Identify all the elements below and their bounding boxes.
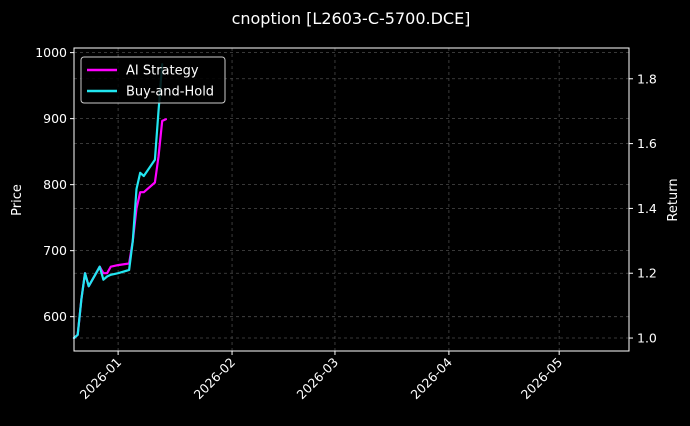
y-left-tick: 700 (43, 243, 74, 258)
x-axis: 2026-01 2026-02 2026-03 2026-04 2026-05 (77, 351, 566, 403)
legend-label-0: AI Strategy (126, 64, 199, 79)
y-left-tick-label: 600 (43, 309, 67, 324)
y-left-tick-label: 1000 (35, 45, 67, 60)
y-left-tick-label: 900 (43, 111, 67, 126)
y-right-tick: 1.6 (629, 136, 657, 151)
y-left-tick: 600 (43, 309, 74, 324)
y-right-tick-label: 1.2 (637, 266, 657, 281)
y-left-tick: 900 (43, 111, 74, 126)
series-group (72, 63, 167, 340)
x-tick-label: 2026-03 (294, 355, 342, 403)
x-tick-label: 2026-01 (77, 355, 125, 403)
y-left-tick-label: 800 (43, 177, 67, 192)
y-left-tick: 1000 (35, 45, 74, 60)
y-right-tick-label: 1.6 (637, 136, 657, 151)
x-tick: 2026-01 (77, 351, 125, 403)
series-line-0 (72, 118, 167, 340)
series-line-1 (72, 63, 164, 340)
x-tick: 2026-04 (407, 351, 455, 402)
grid (74, 48, 629, 351)
x-tick-label: 2026-05 (518, 355, 566, 403)
y-right-tick-label: 1.8 (637, 71, 657, 86)
chart-title: cnoption [L2603-C-5700.DCE] (232, 9, 471, 28)
x-tick: 2026-03 (294, 351, 342, 403)
y-left-tick: 800 (43, 177, 74, 192)
y-axis-left-label: Price (10, 184, 25, 216)
y-left-tick-label: 700 (43, 243, 67, 258)
x-tick: 2026-05 (518, 351, 566, 403)
x-tick: 2026-02 (191, 351, 239, 403)
y-axis-right: 1.0 1.2 1.4 1.6 1.8 (629, 71, 657, 346)
y-right-tick: 1.2 (629, 266, 657, 281)
y-right-tick: 1.4 (629, 201, 657, 216)
y-axis-right-label: Return (666, 178, 681, 221)
y-right-tick-label: 1.0 (637, 331, 657, 346)
plot-frame (73, 47, 630, 352)
legend: AI Strategy Buy-and-Hold (80, 56, 226, 104)
x-tick-label: 2026-02 (191, 355, 239, 403)
y-right-tick-label: 1.4 (637, 201, 657, 216)
x-tick-label: 2026-04 (407, 354, 455, 402)
y-axis-left: 600 700 800 900 1000 (35, 45, 74, 324)
y-right-tick: 1.8 (629, 71, 657, 86)
legend-label-1: Buy-and-Hold (126, 85, 214, 100)
y-right-tick: 1.0 (629, 331, 657, 346)
